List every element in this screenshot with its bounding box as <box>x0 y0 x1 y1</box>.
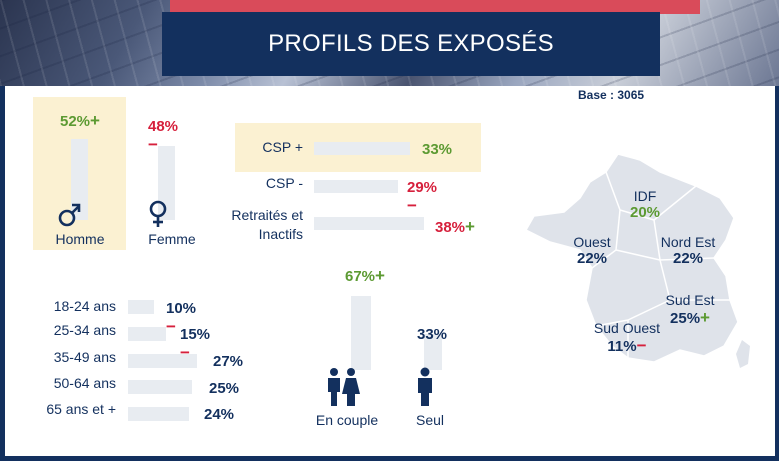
region-nord-est: Nord Est 22% <box>648 234 728 267</box>
value-label-seul: 33% <box>417 326 448 343</box>
label-age-25-34: 25-34 ans <box>53 322 116 338</box>
france-map <box>524 153 750 368</box>
region-label-nord-est: Nord Est <box>660 234 716 250</box>
male-icon <box>58 203 81 227</box>
label-retraites-line2: Inactifs <box>258 226 303 242</box>
value-label-age-50-64: 25% <box>209 380 240 397</box>
frame-right <box>775 86 779 461</box>
couple-icon <box>328 368 360 406</box>
region-sud-ouest: Sud Ouest 11%− <box>582 320 672 356</box>
bar-age-35-49 <box>128 354 197 368</box>
frame-bottom <box>0 456 779 461</box>
region-label-sud-ouest: Sud Ouest <box>593 320 661 336</box>
bar-seul <box>424 333 442 370</box>
bar-age-50-64 <box>128 380 192 394</box>
map-corsica <box>736 340 750 368</box>
value-label-homme: 52%+ <box>60 111 100 130</box>
map-france-outline <box>524 153 739 363</box>
label-age-35-49: 35-49 ans <box>53 349 116 365</box>
value-label-csp-minus: 29%− <box>407 179 438 215</box>
base-count: Base : 3065 <box>578 88 645 102</box>
title-box: PROFILS DES EXPOSÉS <box>162 12 660 76</box>
region-value-sud-est: 25%+ <box>670 308 710 327</box>
header-banner: PROFILS DES EXPOSÉS <box>0 0 779 86</box>
label-csp-minus: CSP - <box>265 175 303 191</box>
label-csp-plus: CSP + <box>262 139 303 155</box>
region-value-idf: 20% <box>629 204 661 221</box>
region-sud-est: Sud Est 25%+ <box>650 292 730 328</box>
female-icon <box>149 200 167 227</box>
value-label-age-25-34: 15%− <box>180 326 211 362</box>
region-value-sud-ouest: 11%− <box>607 336 647 355</box>
region-idf: IDF 20% <box>610 188 680 221</box>
page-title: PROFILS DES EXPOSÉS <box>268 30 554 57</box>
value-label-age-65: 24% <box>204 406 235 423</box>
label-age-50-64: 50-64 ans <box>53 375 116 391</box>
label-femme: Femme <box>148 231 196 247</box>
bar-age-25-34 <box>128 327 167 341</box>
region-label-idf: IDF <box>633 188 657 204</box>
bar-csp-plus <box>314 142 410 155</box>
label-en-couple: En couple <box>315 412 379 428</box>
value-label-en-couple: 67%+ <box>345 266 385 285</box>
region-ouest: Ouest 22% <box>559 234 625 267</box>
person-icon <box>418 367 432 406</box>
label-age-65: 65 ans et + <box>46 401 116 417</box>
bar-femme <box>158 145 175 220</box>
value-label-age-18-24: 10%− <box>166 300 197 336</box>
value-label-femme: 48%− <box>148 118 179 154</box>
bar-age-65 <box>128 407 190 421</box>
label-homme: Homme <box>55 231 105 247</box>
region-label-sud-est: Sud Est <box>665 292 715 308</box>
bar-age-18-24 <box>128 300 154 314</box>
bar-retraites <box>314 217 425 230</box>
label-retraites-line1: Retraités et <box>231 207 303 223</box>
region-label-ouest: Ouest <box>573 234 611 250</box>
frame-left <box>0 86 5 461</box>
label-seul: Seul <box>415 412 445 428</box>
value-label-age-35-49: 27% <box>213 353 244 370</box>
value-label-csp-plus: 33% <box>422 141 453 158</box>
value-label-retraites: 38%+ <box>435 217 475 236</box>
region-value-ouest: 22% <box>576 250 608 267</box>
bar-csp-minus <box>314 180 399 193</box>
region-value-nord-est: 22% <box>672 250 704 267</box>
bar-homme <box>71 139 88 220</box>
bar-en-couple <box>351 296 371 370</box>
banner-accent <box>170 0 700 14</box>
label-age-18-24: 18-24 ans <box>53 298 116 314</box>
map-borders <box>591 171 730 358</box>
